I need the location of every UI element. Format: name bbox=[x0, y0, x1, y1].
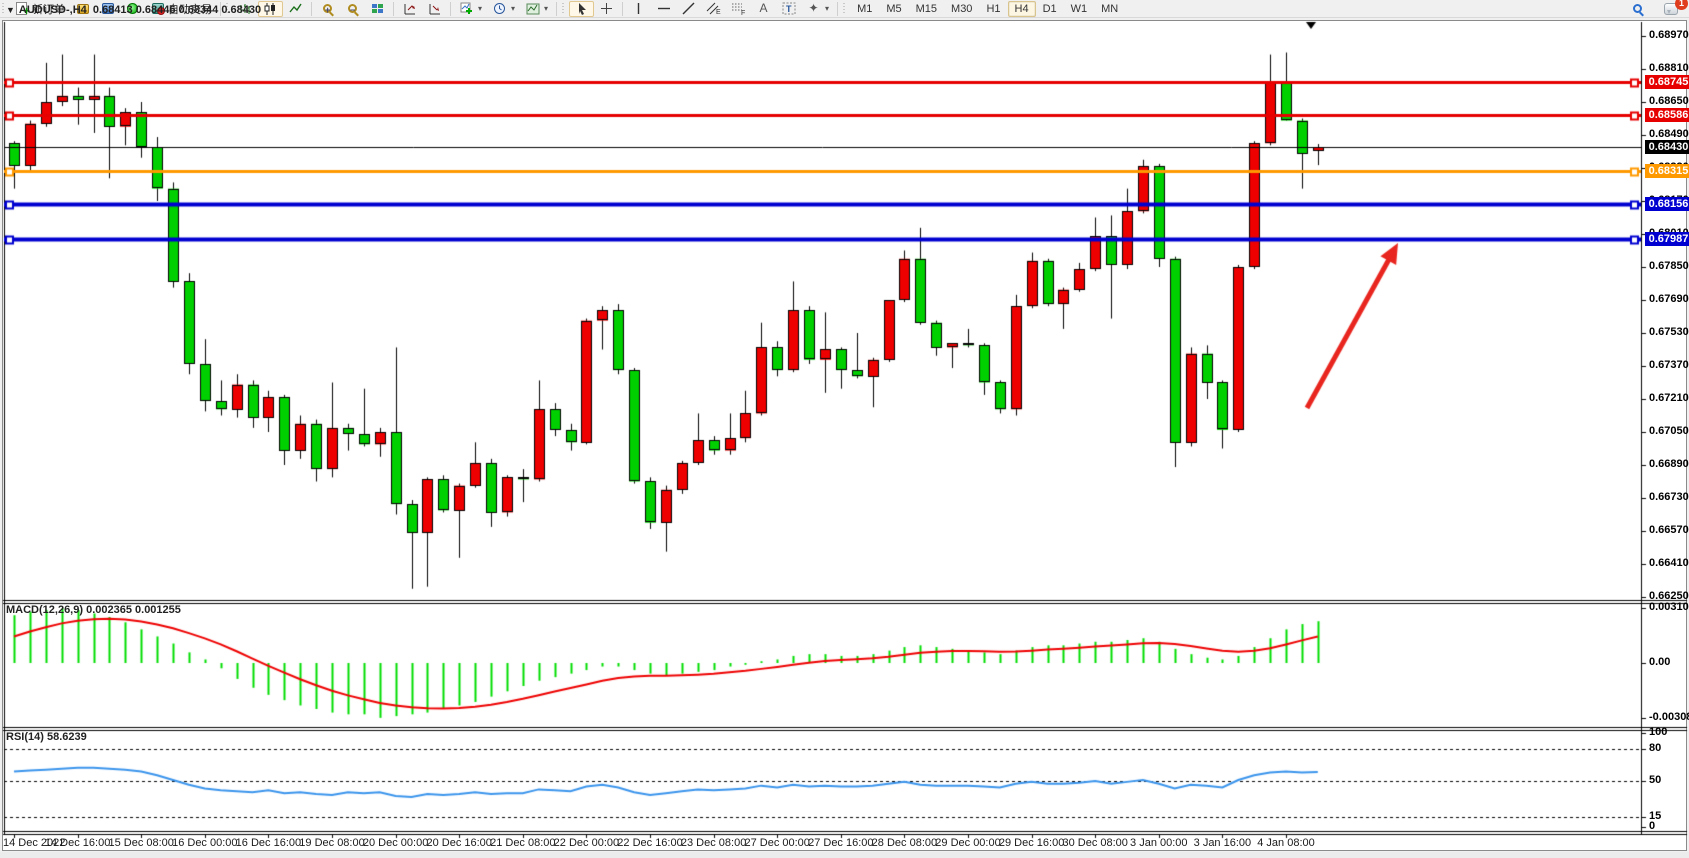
time-tick-label: 27 Dec 16:00 bbox=[808, 837, 874, 849]
time-tick-label: 14 Dec 2022 bbox=[3, 837, 66, 849]
price-tick-label: 0.68490 bbox=[1649, 128, 1689, 140]
chart-symbol: AUDUSD-,H4 bbox=[18, 4, 87, 16]
time-tick-label: 20 Dec 16:00 bbox=[426, 837, 492, 849]
price-tick-label: 0.67050 bbox=[1649, 425, 1689, 437]
symbol-collapse-icon[interactable]: ▼ bbox=[6, 5, 15, 15]
time-tick-label: 22 Dec 16:00 bbox=[617, 837, 683, 849]
rsi-axis-label: 50 bbox=[1649, 774, 1662, 786]
price-tick-label: 0.67370 bbox=[1649, 359, 1689, 371]
time-tick-label: 29 Dec 00:00 bbox=[935, 837, 1001, 849]
hline-price-tag[interactable]: 0.68745 bbox=[1645, 75, 1689, 90]
time-tick-label: 23 Dec 08:00 bbox=[680, 837, 747, 849]
time-tick-label: 14 Dec 16:00 bbox=[44, 837, 111, 849]
price-tick-label: 0.66890 bbox=[1649, 458, 1689, 470]
chart-title: ▼ AUDUSD-,H4 0.68413 0.68446 0.68344 0.68… bbox=[6, 4, 261, 16]
price-tick-label: 0.67210 bbox=[1649, 392, 1689, 404]
price-tick-label: 0.67530 bbox=[1649, 326, 1689, 338]
time-tick-label: 3 Jan 16:00 bbox=[1193, 837, 1252, 849]
rsi-axis-label: 15 bbox=[1649, 810, 1662, 822]
time-tick-label: 21 Dec 08:00 bbox=[490, 837, 556, 849]
macd-axis-label: 0.00 bbox=[1649, 656, 1671, 668]
time-tick-label: 19 Dec 08:00 bbox=[299, 837, 365, 849]
chart-ohlc: 0.68413 0.68446 0.68344 0.68430 bbox=[92, 4, 262, 16]
price-tick-label: 0.67690 bbox=[1649, 293, 1689, 305]
time-tick-label: 16 Dec 16:00 bbox=[235, 837, 302, 849]
rsi-axis-label: 0 bbox=[1649, 820, 1656, 832]
time-tick-label: 4 Jan 08:00 bbox=[1257, 837, 1315, 849]
price-tick-label: 0.66250 bbox=[1649, 590, 1689, 602]
price-tick-label: 0.67850 bbox=[1649, 260, 1689, 272]
time-tick-label: 16 Dec 00:00 bbox=[172, 837, 238, 849]
time-tick-label: 22 Dec 00:00 bbox=[553, 837, 620, 849]
price-tick-label: 0.66570 bbox=[1649, 524, 1689, 536]
macd-axis-label: 0.003105 bbox=[1649, 601, 1689, 613]
rsi-axis-label: 100 bbox=[1649, 726, 1668, 738]
hline-price-tag[interactable]: 0.68586 bbox=[1645, 108, 1689, 123]
time-tick-label: 30 Dec 08:00 bbox=[1062, 837, 1128, 849]
hline-price-tag[interactable]: 0.68156 bbox=[1645, 196, 1689, 211]
price-tick-label: 0.68970 bbox=[1649, 29, 1689, 41]
hline-price-tag[interactable]: 0.68315 bbox=[1645, 164, 1689, 179]
price-tick-label: 0.66730 bbox=[1649, 491, 1689, 503]
rsi-indicator-label: RSI(14) 58.6239 bbox=[6, 731, 87, 743]
price-tick-label: 0.66410 bbox=[1649, 557, 1689, 569]
time-tick-label: 29 Dec 16:00 bbox=[998, 837, 1065, 849]
price-tick-label: 0.68810 bbox=[1649, 62, 1689, 74]
status-strip bbox=[0, 852, 1689, 858]
time-tick-label: 27 Dec 00:00 bbox=[744, 837, 810, 849]
hline-price-tag[interactable]: 0.67987 bbox=[1645, 231, 1689, 246]
rsi-axis-label: 80 bbox=[1649, 742, 1662, 754]
time-tick-label: 15 Dec 08:00 bbox=[108, 837, 174, 849]
macd-indicator-label: MACD(12,26,9) 0.002365 0.001255 bbox=[6, 604, 181, 616]
price-tick-label: 0.68650 bbox=[1649, 95, 1689, 107]
macd-axis-label: -0.003089 bbox=[1649, 711, 1689, 723]
time-tick-label: 3 Jan 00:00 bbox=[1130, 837, 1188, 849]
time-tick-label: 28 Dec 08:00 bbox=[871, 837, 938, 849]
hline-price-tag[interactable]: 0.68430 bbox=[1645, 140, 1689, 155]
time-tick-label: 20 Dec 00:00 bbox=[362, 837, 429, 849]
